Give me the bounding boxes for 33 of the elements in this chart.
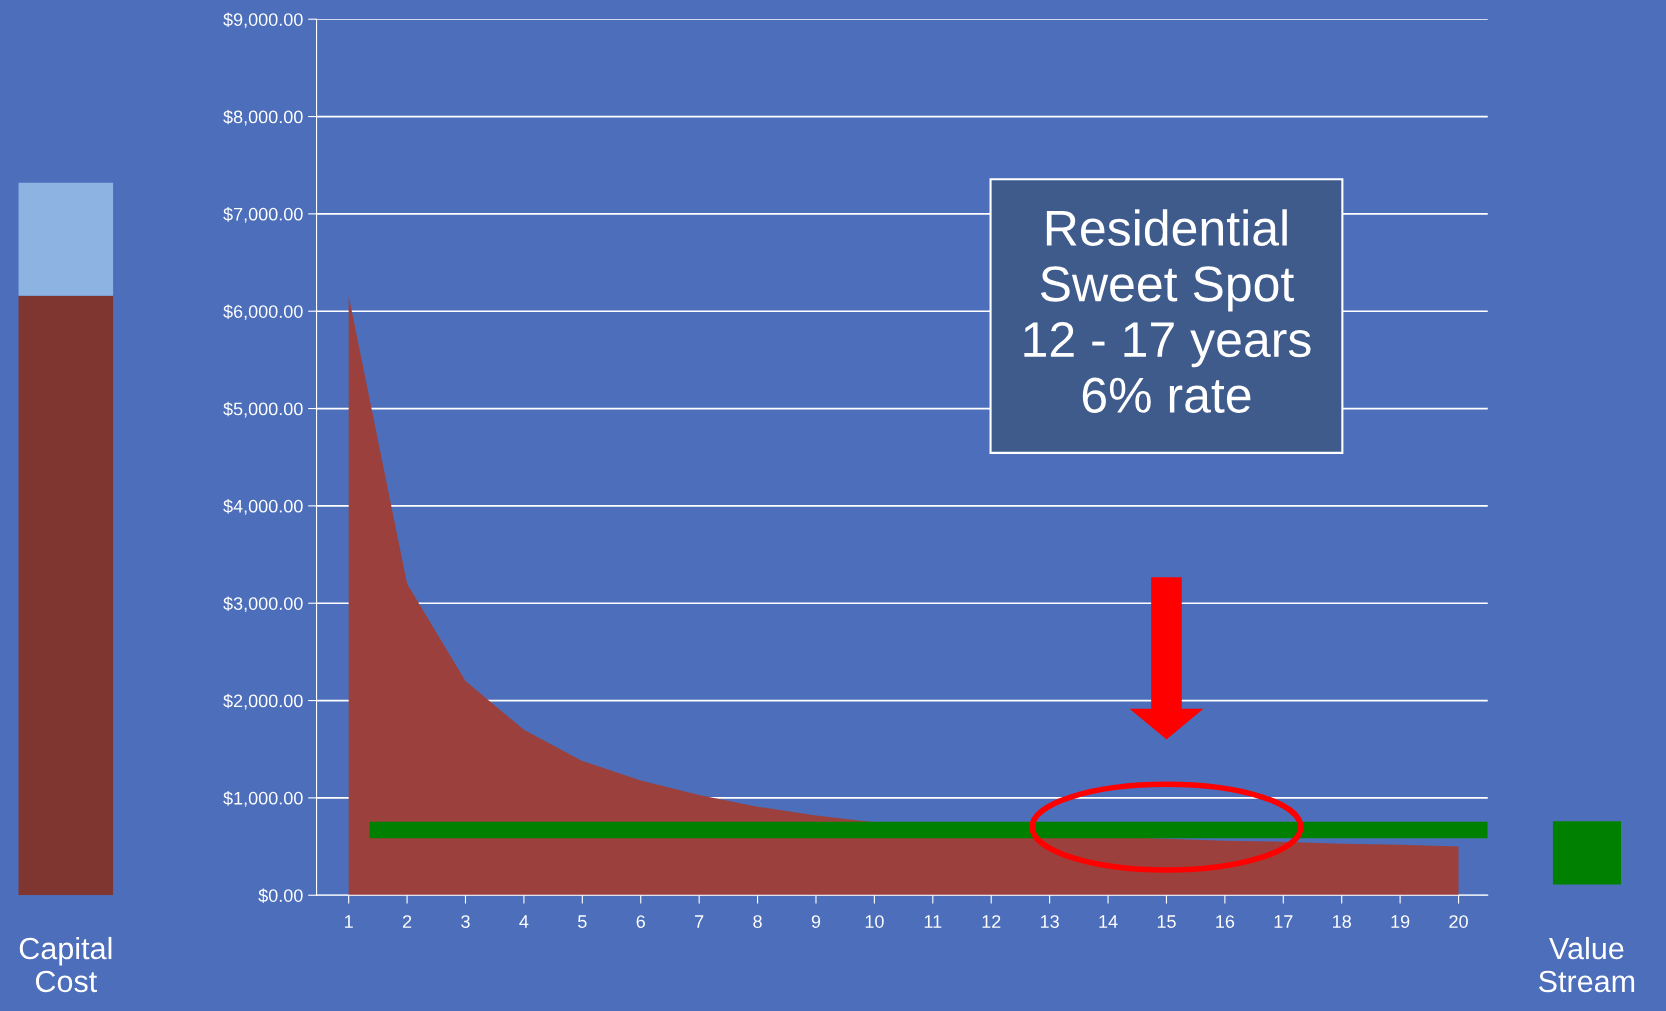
x-tick-label: 11	[924, 915, 942, 928]
y-tick-label: $8,000.00	[223, 109, 303, 126]
x-tick-label: 17	[1274, 915, 1293, 928]
x-tick-label: Value Stream	[1539, 936, 1635, 993]
x-tick-label: 2	[402, 915, 412, 928]
y-tick-label: $3,000.00	[223, 596, 303, 613]
y-tick-label: $5,000.00	[223, 401, 303, 418]
x-tick-label: 18	[1333, 915, 1351, 928]
x-tick-label: 10	[865, 915, 884, 928]
x-tick-label: 16	[1216, 915, 1235, 928]
x-tick-label: 3	[461, 915, 470, 928]
y-tick-label: $4,000.00	[223, 499, 303, 515]
x-tick-label: 9	[811, 915, 821, 928]
x-tick-label: 13	[1040, 915, 1059, 928]
x-tick-label: 19	[1391, 915, 1410, 928]
x-tick-label: 15	[1157, 915, 1176, 928]
x-tick-label: 7	[695, 915, 704, 928]
x-tick-label: 6	[636, 915, 645, 928]
x-tick-label: 12	[982, 915, 1001, 928]
x-tick-label: Capital Cost	[19, 936, 112, 993]
x-tick-label: 14	[1099, 915, 1118, 928]
y-tick-label: $1,000.00	[223, 791, 303, 807]
y-tick-label: $9,000.00	[223, 12, 303, 29]
y-tick-label: $2,000.00	[223, 693, 303, 710]
x-tick-label: 5	[578, 915, 587, 928]
x-tick-label: 1	[345, 915, 353, 928]
y-tick-label: $0.00	[258, 888, 303, 904]
x-tick-label: 8	[753, 915, 762, 928]
x-tick-label: 20	[1449, 915, 1468, 928]
y-tick-label: $6,000.00	[223, 304, 303, 321]
y-tick-label: $7,000.00	[223, 207, 303, 223]
annotation: Residential Sweet Spot 12 - 17 years 6% rate	[1024, 209, 1311, 414]
x-tick-label: 4	[519, 915, 529, 928]
